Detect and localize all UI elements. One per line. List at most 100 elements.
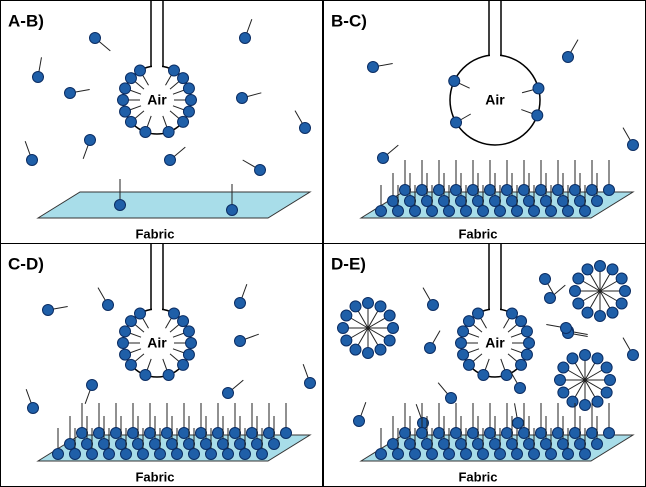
surfactant-head [135,308,146,319]
surfactant-head [257,449,268,460]
panel-label: D-E) [331,254,366,273]
surfactant-head [363,298,374,309]
surfactant-head [338,323,349,334]
surfactant-head [400,185,411,196]
surfactant-head [458,349,469,360]
surfactant-head [529,449,540,460]
surfactant-head [70,449,81,460]
surfactant-head [201,439,212,450]
surfactant-head [461,206,472,217]
surfactant-head [592,353,603,364]
surfactant-head [468,428,479,439]
bubble-label: Air [485,335,505,351]
fabric-label: Fabric [458,469,497,484]
surfactant-head [513,418,524,429]
bubble-label: Air [485,92,505,108]
surfactant-head [422,196,433,207]
surfactant-head [140,126,151,137]
surfactant-head [532,110,543,121]
surfactant-head [507,308,518,319]
surfactant-head [65,88,76,99]
surfactant-head [186,95,197,106]
surfactant-head [545,293,556,304]
surfactant-head [616,273,627,284]
surfactant-head [592,396,603,407]
surfactant-head [417,185,428,196]
fabric-label: Fabric [458,226,497,241]
surfactant-head [163,369,174,380]
surfactant-head [125,116,136,127]
surfactant-head [580,449,591,460]
surfactant-head [183,349,194,360]
surfactant-head [368,62,379,73]
surfactant-head [582,307,593,318]
surfactant-head [384,335,395,346]
surfactant-head [169,65,180,76]
surfactant-head [561,323,572,334]
surfactant-head [434,428,445,439]
surfactant-head [120,83,131,94]
surfactant-head [218,439,229,450]
surfactant-head [540,274,551,285]
surfactant-head [128,428,139,439]
surfactant-head [434,185,445,196]
surfactant-head [118,95,129,106]
surfactant-head [439,196,450,207]
surfactant-head [82,439,93,450]
surfactant-head [169,308,180,319]
surfactant-head [444,449,455,460]
surfactant-head [138,449,149,460]
fabric-label: Fabric [135,226,174,241]
surfactant-head [150,439,161,450]
surfactant-head [495,206,506,217]
stem-opening [152,306,162,314]
surfactant-head [507,439,518,450]
surfactant-head [53,449,64,460]
surfactant-head [179,428,190,439]
surfactant-head [206,449,217,460]
surfactant-head [529,206,540,217]
surfactant-head [553,185,564,196]
surfactant-head [541,439,552,450]
surfactant-head [178,116,189,127]
surfactant-head [104,449,115,460]
surfactant-head [213,428,224,439]
surfactant-head [410,206,421,217]
surfactant-head [140,369,151,380]
surfactant-head [227,205,238,216]
surfactant-head [388,439,399,450]
surfactant-head [592,439,603,450]
surfactant-head [439,439,450,450]
surfactant-head [186,338,197,349]
surfactant-head [240,33,251,44]
surfactant-head [264,428,275,439]
surfactant-head [485,428,496,439]
surfactant-head [354,416,365,427]
surfactant-head [607,264,618,275]
panel-label: A-B) [8,11,44,30]
surfactant-head [183,106,194,117]
surfactant-head [425,343,436,354]
stem-opening [490,52,500,60]
surfactant-head [607,307,618,318]
fabric-label: Fabric [135,469,174,484]
surfactant-head [567,396,578,407]
surfactant-head [375,301,386,312]
surfactant-head [43,305,54,316]
surfactant-head [428,300,439,311]
surfactant-head [570,286,581,297]
surfactant-head [235,298,246,309]
surfactant-head [133,439,144,450]
surfactant-head [33,72,44,83]
surfactant-head [125,359,136,370]
surfactant-head [341,335,352,346]
surfactant-head [135,65,146,76]
surfactant-head [77,428,88,439]
surfactant-head [178,316,189,327]
surfactant-head [582,264,593,275]
surfactant-head [490,439,501,450]
surfactant-head [563,52,574,63]
surfactant-head [393,206,404,217]
